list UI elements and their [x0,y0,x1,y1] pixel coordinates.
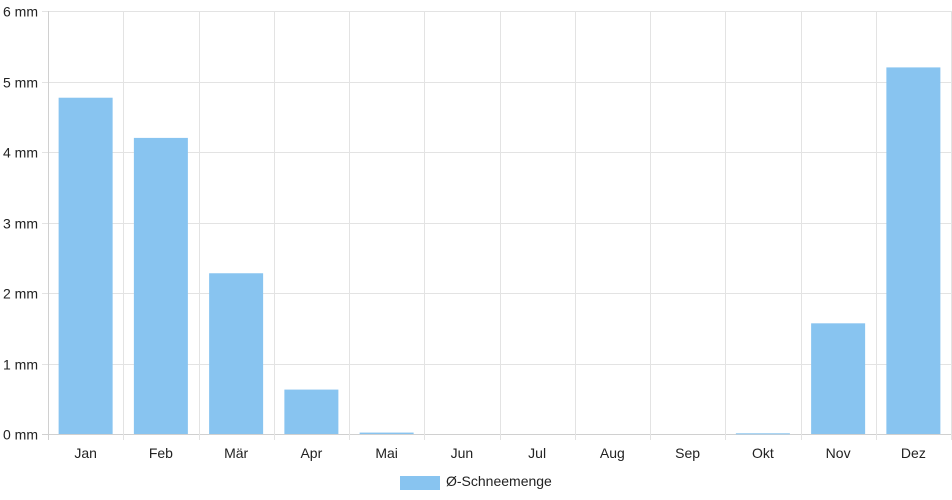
axes: 0 mm 1 mm 2 mm 3 mm 4 mm 5 mm 6 mm Jan Feb Mär Apr… [3,4,926,462]
y-tick-label: 4 mm [3,145,38,161]
bars [58,67,941,435]
x-tick-label: Nov [826,445,851,461]
bar-0[interactable] [58,97,113,434]
x-tick-label: Apr [300,445,322,461]
grid [42,11,952,440]
x-tick-label: Sep [675,445,700,461]
bar-10[interactable] [811,323,866,434]
x-tick-label: Mär [224,445,248,461]
bar-1[interactable] [133,137,188,434]
legend[interactable]: Ø-Schneemenge [400,473,552,490]
x-tick-label: Aug [600,445,625,461]
x-tick-label: Feb [149,445,173,461]
x-tick-label: Jul [528,445,546,461]
bar-4[interactable] [359,432,414,434]
y-tick-label: 2 mm [3,286,38,302]
bar-3[interactable] [284,389,339,434]
y-tick-label: 3 mm [3,216,38,232]
x-tick-label: Jan [74,445,97,461]
legend-label[interactable]: Ø-Schneemenge [446,473,552,489]
bar-9[interactable] [735,433,790,435]
bar-2[interactable] [209,273,264,434]
y-tick-label: 5 mm [3,75,38,91]
y-tick-label: 6 mm [3,4,38,20]
legend-swatch[interactable] [400,476,440,490]
x-tick-label: Okt [752,445,774,461]
x-tick-label: Mai [375,445,398,461]
bar-11[interactable] [886,67,941,435]
x-tick-label: Dez [901,445,926,461]
y-tick-label: 0 mm [3,427,38,443]
y-tick-label: 1 mm [3,357,38,373]
x-tick-label: Jun [451,445,474,461]
